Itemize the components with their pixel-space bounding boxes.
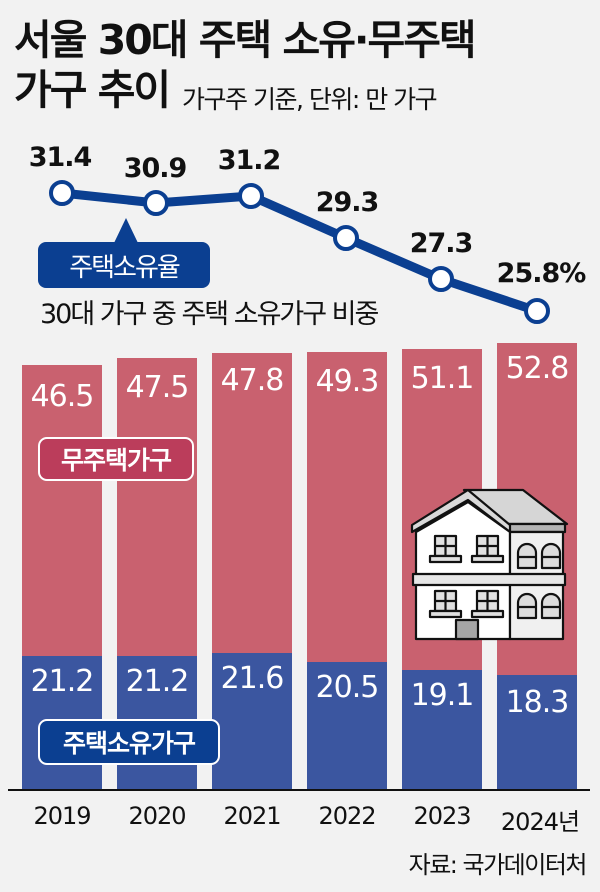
non-owner-segment: 49.3 — [307, 352, 387, 662]
chart-title-line1: 서울 30대 주택 소유·무주택 — [14, 16, 477, 64]
legend-owner-households: 주택소유가구 — [38, 719, 220, 765]
point-2022 — [333, 225, 359, 251]
line-label-2024: 25.8% — [496, 258, 587, 289]
owner-segment: 20.5 — [307, 662, 387, 789]
owner-segment: 18.3 — [497, 675, 577, 789]
non-owner-segment: 46.5 — [22, 365, 102, 656]
chart-title-line2: 가구 추이 — [14, 66, 171, 114]
year-label-2021: 2021 — [223, 802, 281, 830]
line-label-2019: 31.4 — [28, 142, 93, 173]
non-owner-value: 52.8 — [505, 351, 570, 386]
ownership-rate-callout: 주택소유율 — [38, 242, 210, 288]
non-owner-segment: 47.8 — [212, 353, 292, 653]
point-2023 — [428, 266, 454, 292]
unit-note: 가구주 기준, 단위: 만 가구 — [182, 85, 438, 114]
non-owner-value: 49.3 — [315, 364, 380, 399]
year-label-2022: 2022 — [318, 802, 376, 830]
callout-pointer — [114, 218, 138, 243]
owner-value: 19.1 — [410, 678, 475, 713]
owner-value: 20.5 — [315, 670, 380, 705]
house-icon — [410, 488, 569, 641]
line-label-2020: 30.9 — [123, 153, 188, 184]
bar-2022: 49.3 20.5 — [307, 352, 387, 789]
bar-2021: 47.8 21.6 — [212, 353, 292, 789]
line-label-2022: 29.3 — [315, 187, 380, 218]
point-2019 — [49, 180, 75, 206]
year-label-2020: 2020 — [128, 802, 186, 830]
point-2024 — [524, 298, 550, 324]
owner-segment: 19.1 — [402, 670, 482, 789]
non-owner-value: 47.8 — [220, 363, 285, 398]
legend-non-owner-households: 무주택가구 — [38, 437, 194, 481]
non-owner-segment: 47.5 — [117, 358, 197, 656]
line-points — [49, 180, 550, 324]
owner-value: 21.6 — [220, 661, 285, 696]
ownership-rate-line — [57, 188, 542, 316]
point-2020 — [143, 190, 169, 216]
year-label-2019: 2019 — [33, 802, 91, 830]
non-owner-value: 47.5 — [125, 370, 190, 405]
line-label-2021: 31.2 — [217, 145, 282, 176]
non-owner-value: 51.1 — [410, 361, 475, 396]
x-axis-baseline — [8, 789, 590, 791]
owner-value: 18.3 — [505, 685, 570, 720]
line-label-2023: 27.3 — [409, 228, 474, 259]
owner-value: 21.2 — [125, 664, 190, 699]
year-label-2024: 2024년 — [500, 808, 580, 836]
point-2021 — [238, 183, 264, 209]
source-note: 자료: 국가데이터처 — [408, 851, 588, 879]
non-owner-value: 46.5 — [30, 379, 95, 414]
owner-segment: 21.6 — [212, 653, 292, 789]
owner-value: 21.2 — [30, 664, 95, 699]
line-description: 30대 가구 중 주택 소유가구 비중 — [40, 299, 379, 330]
ownership-rate-line-chart — [49, 180, 550, 324]
year-label-2023: 2023 — [413, 802, 471, 830]
